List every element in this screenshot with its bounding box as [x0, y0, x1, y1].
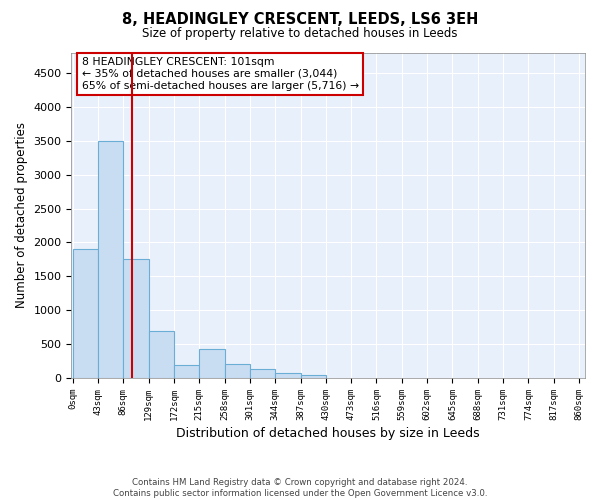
Text: Contains HM Land Registry data © Crown copyright and database right 2024.
Contai: Contains HM Land Registry data © Crown c…	[113, 478, 487, 498]
Bar	[149, 330, 174, 378]
Bar	[224, 364, 250, 378]
Bar	[123, 260, 149, 378]
Bar	[73, 249, 98, 378]
Y-axis label: Number of detached properties: Number of detached properties	[15, 122, 28, 308]
X-axis label: Distribution of detached houses by size in Leeds: Distribution of detached houses by size …	[176, 427, 480, 440]
Bar	[301, 376, 326, 378]
Bar	[98, 140, 123, 378]
Bar	[250, 369, 275, 378]
Text: Size of property relative to detached houses in Leeds: Size of property relative to detached ho…	[142, 28, 458, 40]
Bar	[174, 364, 199, 378]
Text: 8, HEADINGLEY CRESCENT, LEEDS, LS6 3EH: 8, HEADINGLEY CRESCENT, LEEDS, LS6 3EH	[122, 12, 478, 28]
Text: 8 HEADINGLEY CRESCENT: 101sqm
← 35% of detached houses are smaller (3,044)
65% o: 8 HEADINGLEY CRESCENT: 101sqm ← 35% of d…	[82, 58, 359, 90]
Bar	[275, 372, 301, 378]
Bar	[199, 349, 224, 378]
